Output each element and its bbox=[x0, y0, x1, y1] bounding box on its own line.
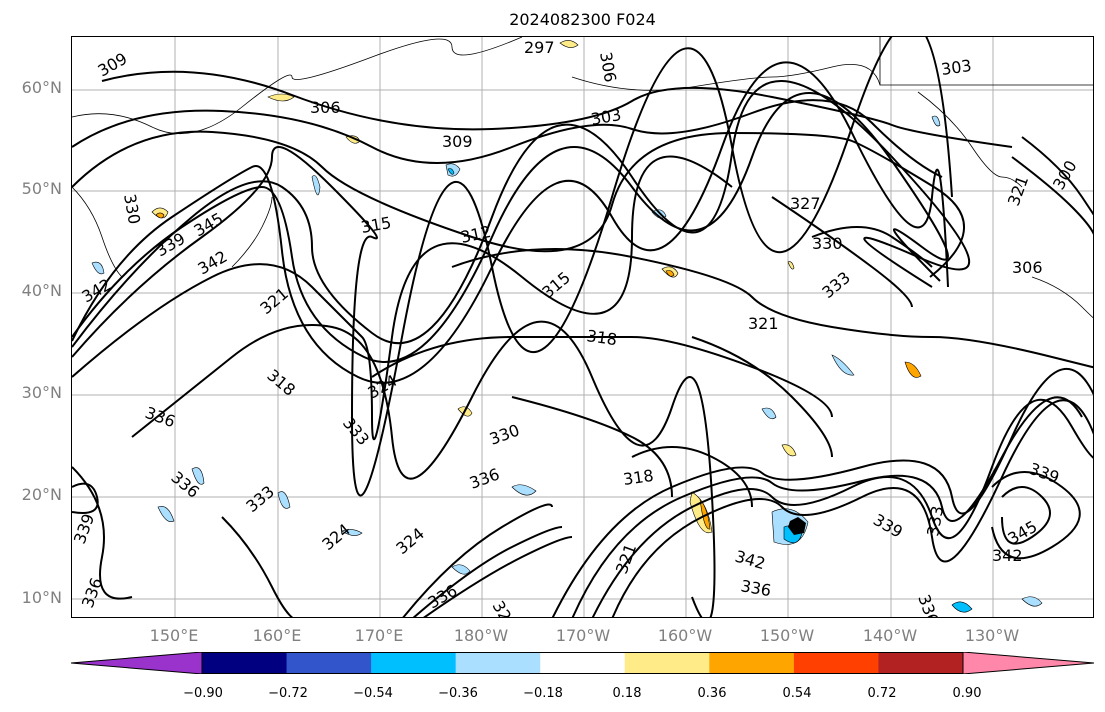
contour-label: 315 bbox=[538, 268, 574, 302]
contour-label: 339 bbox=[153, 229, 189, 261]
colorbar-tick-label: 0.18 bbox=[612, 686, 642, 701]
colorbar-extend-low bbox=[71, 652, 203, 674]
contour-label: 336 bbox=[143, 403, 178, 431]
lat-label: 10°N bbox=[21, 588, 62, 607]
colorbar-segment bbox=[624, 652, 710, 674]
colorbar bbox=[71, 652, 1094, 674]
contour-label: 327 bbox=[790, 194, 821, 213]
colorbar-tick-label: −0.54 bbox=[353, 686, 393, 701]
contour-label: 324 bbox=[392, 524, 428, 558]
contour-label: 321 bbox=[489, 598, 521, 619]
colorbar-segment bbox=[455, 652, 541, 674]
colorbar-tick-label: 0.72 bbox=[867, 686, 897, 701]
lat-label: 20°N bbox=[21, 485, 62, 504]
colorbar-tick-label: 0.54 bbox=[782, 686, 812, 701]
contour-label: 321 bbox=[1004, 173, 1032, 208]
contour-label: 306 bbox=[596, 50, 620, 83]
lat-label: 30°N bbox=[21, 383, 62, 402]
contour-label: 297 bbox=[524, 38, 555, 57]
colorbar-tick-label: −0.36 bbox=[438, 686, 478, 701]
contour-label: 309 bbox=[442, 132, 473, 151]
coastlines bbox=[72, 37, 1093, 319]
contour-label: 333 bbox=[339, 413, 373, 449]
colorbar-segment bbox=[793, 652, 879, 674]
contour-label: 333 bbox=[242, 482, 278, 516]
colorbar-tick-label: −0.90 bbox=[183, 686, 223, 701]
contour-label: 306 bbox=[310, 98, 341, 117]
lon-label: 170°E bbox=[354, 626, 404, 645]
contour-label: 330 bbox=[120, 192, 144, 225]
contour-label: 336 bbox=[78, 575, 106, 610]
contour-label: 336 bbox=[739, 576, 772, 600]
contour-label: 339 bbox=[1027, 459, 1062, 487]
lon-label: 170°W bbox=[555, 626, 611, 645]
colorbar-segment bbox=[371, 652, 457, 674]
colorbar-segment bbox=[709, 652, 795, 674]
lon-label: 150°W bbox=[759, 626, 815, 645]
colorbar-border bbox=[201, 652, 964, 674]
colorbar-tick-label: −0.72 bbox=[268, 686, 308, 701]
lon-label: 180°W bbox=[453, 626, 509, 645]
contour-label: 339 bbox=[72, 511, 98, 546]
contour-label: 330 bbox=[812, 234, 843, 253]
contour-lines bbox=[72, 37, 1093, 617]
contour-label: 321 bbox=[256, 284, 292, 318]
contour-label: 333 bbox=[818, 268, 854, 302]
contour-label: 342 bbox=[992, 546, 1023, 565]
contour-label: 318 bbox=[585, 326, 618, 349]
contour-label: 321 bbox=[748, 314, 779, 333]
lon-label: 150°E bbox=[149, 626, 199, 645]
lon-label: 160°E bbox=[252, 626, 302, 645]
lon-label: 160°W bbox=[657, 626, 713, 645]
contour-label: 342 bbox=[733, 547, 768, 574]
lat-label: 40°N bbox=[21, 281, 62, 300]
lon-label: 140°W bbox=[862, 626, 918, 645]
colorbar-segment bbox=[878, 652, 964, 674]
contour-label: 318 bbox=[622, 466, 655, 489]
contour-label: 333 bbox=[923, 504, 947, 537]
contour-label: 324 bbox=[318, 520, 354, 554]
colorbar-segment bbox=[540, 652, 626, 674]
contour-label: 336 bbox=[467, 464, 502, 492]
contour-map: 309 297 306 303 306 309 303 330 345 339 … bbox=[72, 37, 1093, 619]
contour-label: 303 bbox=[940, 56, 973, 79]
contour-label: 342 bbox=[195, 247, 231, 279]
colorbar-segment bbox=[286, 652, 372, 674]
contour-label: 336 bbox=[914, 592, 942, 618]
storm-center-marker bbox=[788, 517, 806, 535]
lat-label: 60°N bbox=[21, 78, 62, 97]
contour-label: 315 bbox=[359, 213, 392, 237]
colorbar-tick-label: 0.36 bbox=[697, 686, 727, 701]
map-title: 2024082300 F024 bbox=[509, 10, 656, 29]
contour-label: 339 bbox=[870, 510, 906, 542]
colorbar-extend-high bbox=[962, 652, 1094, 674]
colorbar-tick-label: −0.18 bbox=[523, 686, 563, 701]
lat-label: 50°N bbox=[21, 179, 62, 198]
contour-label: 345 bbox=[1005, 517, 1041, 549]
map-panel: 309 297 306 303 306 309 303 330 345 339 … bbox=[71, 36, 1094, 618]
colorbar-segment bbox=[202, 652, 288, 674]
contour-label: 330 bbox=[487, 420, 522, 448]
colorbar-tick-label: 0.90 bbox=[952, 686, 982, 701]
lon-label: 130°W bbox=[964, 626, 1020, 645]
contour-label: 306 bbox=[1012, 258, 1043, 277]
